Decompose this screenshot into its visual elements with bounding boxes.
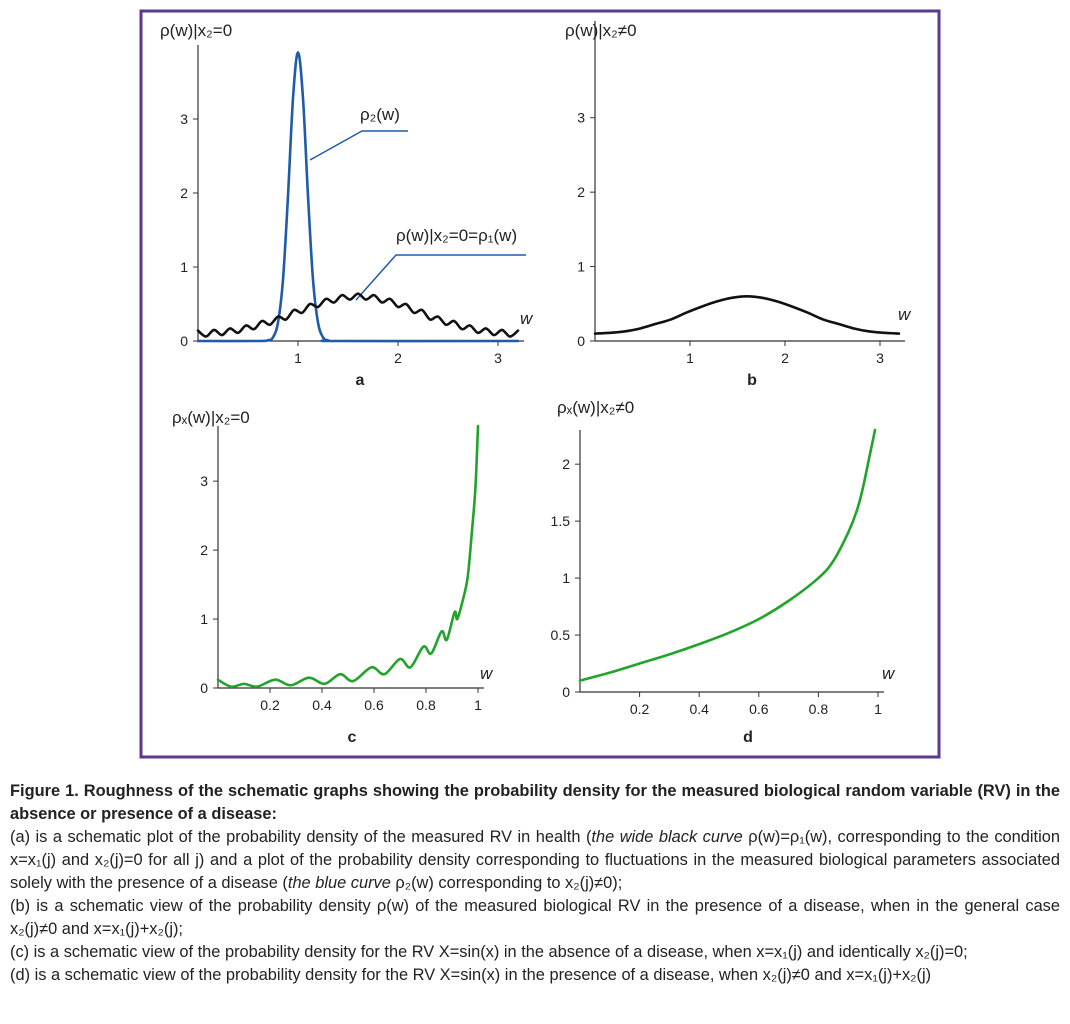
x-axis-label: w xyxy=(480,664,494,683)
y-tick-label: 2 xyxy=(180,185,188,201)
x-tick-label: 1 xyxy=(874,701,882,717)
annotation: ρ(w)|x₂=0=ρ₁(w) xyxy=(396,226,517,245)
x-tick-label: 0.8 xyxy=(809,701,829,717)
caption: Figure 1. Roughness of the schematic gra… xyxy=(10,780,1060,987)
panel-label: c xyxy=(348,729,357,746)
x-axis-label: w xyxy=(520,309,534,328)
y-axis-label: ρₓ(w)|x₂≠0 xyxy=(557,398,634,417)
y-tick-label: 3 xyxy=(200,473,208,489)
x-tick-label: 0.4 xyxy=(312,697,332,713)
x-tick-label: 2 xyxy=(781,350,789,366)
caption-text: ρ(w)=ρ₁(w), corresponding to the conditi… xyxy=(10,828,1060,892)
x-tick-label: 3 xyxy=(876,350,884,366)
caption-title: Figure 1. Roughness of the schematic gra… xyxy=(10,782,1060,823)
figure-frame xyxy=(139,9,941,759)
y-tick-label: 1 xyxy=(562,570,570,586)
y-tick-label: 0.5 xyxy=(551,627,571,643)
x-axis-label: w xyxy=(882,664,896,683)
caption-item: (d) is a schematic view of the probabili… xyxy=(10,964,1060,987)
y-tick-label: 2 xyxy=(577,184,585,200)
caption-text: (d) is a schematic view of the probabili… xyxy=(10,966,932,984)
y-tick-label: 0 xyxy=(200,680,208,696)
curve xyxy=(196,292,520,338)
x-tick-label: 0.6 xyxy=(364,697,384,713)
y-tick-label: 0 xyxy=(562,684,570,700)
x-tick-label: 2 xyxy=(394,350,402,366)
curve xyxy=(578,428,877,682)
y-tick-label: 0 xyxy=(577,333,585,349)
annotation: ρ₂(w) xyxy=(360,105,400,124)
leader-line xyxy=(309,130,408,161)
y-tick-label: 1 xyxy=(180,259,188,275)
curve xyxy=(196,51,520,343)
figure: 0 1 2 3 1 2 3 ρ(w)|x₂=0 w a ρ₂(w) ρ(w)|x₂=0=ρ₁(w) 0 1… xyxy=(139,9,941,759)
caption-text: (b) is a schematic view of the probabili… xyxy=(10,897,1060,938)
y-tick-label: 2 xyxy=(200,542,208,558)
y-tick-label: 1.5 xyxy=(551,513,571,529)
caption-text: the blue curve xyxy=(287,874,391,892)
x-tick-label: 0.8 xyxy=(416,697,436,713)
caption-item: (a) is a schematic plot of the probabili… xyxy=(10,826,1060,895)
curve xyxy=(216,424,480,688)
y-tick-label: 0 xyxy=(180,333,188,349)
panel-label: b xyxy=(747,372,757,389)
x-tick-label: 0.2 xyxy=(630,701,650,717)
panel-label: a xyxy=(356,372,365,389)
y-tick-label: 1 xyxy=(200,611,208,627)
caption-item: (c) is a schematic view of the probabili… xyxy=(10,941,1060,964)
y-tick-label: 1 xyxy=(577,259,585,275)
x-tick-label: 3 xyxy=(494,350,502,366)
y-tick-label: 2 xyxy=(562,456,570,472)
caption-text: ρ₂(w) corresponding to x₂(j)≠0); xyxy=(390,874,623,892)
y-tick-label: 3 xyxy=(577,110,585,126)
panel-label: d xyxy=(743,729,753,746)
caption-text: (c) is a schematic view of the probabili… xyxy=(10,943,968,961)
leader-line xyxy=(355,254,526,301)
x-tick-label: 1 xyxy=(686,350,694,366)
x-axis-label: w xyxy=(898,305,912,324)
curve xyxy=(593,295,901,335)
caption-text: (a) is a schematic plot of the probabili… xyxy=(10,828,592,846)
caption-item: (b) is a schematic view of the probabili… xyxy=(10,895,1060,941)
y-axis-label: ρ(w)|x₂=0 xyxy=(160,21,232,40)
x-tick-label: 0.6 xyxy=(749,701,769,717)
x-tick-label: 0.4 xyxy=(689,701,709,717)
x-tick-label: 0.2 xyxy=(260,697,280,713)
x-tick-label: 1 xyxy=(474,697,482,713)
caption-text: the wide black curve xyxy=(591,828,743,846)
x-tick-label: 1 xyxy=(294,350,302,366)
y-axis-label: ρₓ(w)|x₂=0 xyxy=(172,408,250,427)
y-tick-label: 3 xyxy=(180,111,188,127)
y-axis-label: ρ(w)|x₂≠0 xyxy=(565,21,637,40)
